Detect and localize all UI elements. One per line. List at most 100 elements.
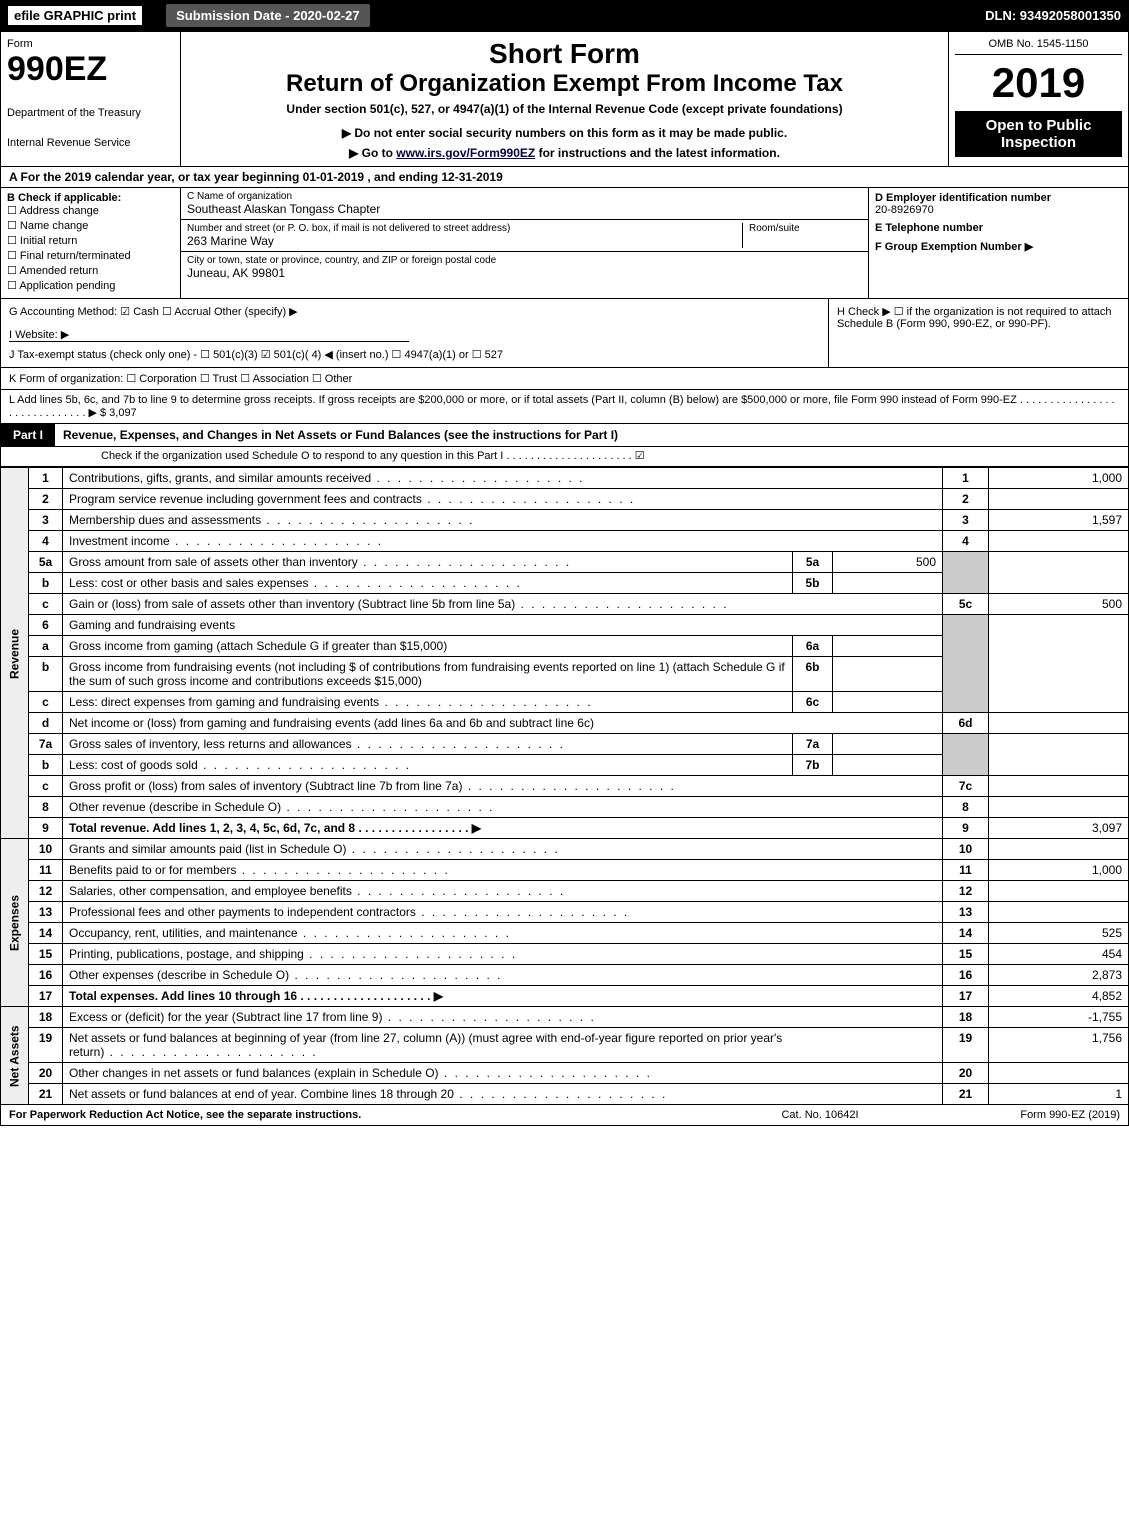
- line-7a-desc: Gross sales of inventory, less returns a…: [63, 734, 793, 755]
- chk-amended-return-label: Amended return: [19, 265, 98, 277]
- line-2-col: 2: [943, 489, 989, 510]
- grey-amt-5: [989, 552, 1129, 594]
- line-3-col: 3: [943, 510, 989, 531]
- goto-pre: ▶ Go to: [349, 146, 396, 160]
- line-1-col: 1: [943, 468, 989, 489]
- line-6a-sub: 6a: [793, 636, 833, 657]
- line-9-col: 9: [943, 818, 989, 839]
- line-9-amt: 3,097: [989, 818, 1129, 839]
- line-16-num: 16: [29, 965, 63, 986]
- chk-name-change[interactable]: ☐ Name change: [7, 219, 174, 232]
- line-13-num: 13: [29, 902, 63, 923]
- line-13-amt: [989, 902, 1129, 923]
- line-8-amt: [989, 797, 1129, 818]
- line-7b-sub: 7b: [793, 755, 833, 776]
- line-21-col: 21: [943, 1084, 989, 1105]
- line-5a-desc: Gross amount from sale of assets other t…: [63, 552, 793, 573]
- line-6b-desc: Gross income from fundraising events (no…: [63, 657, 793, 692]
- tel-label: E Telephone number: [875, 222, 1122, 234]
- line-5b-desc: Less: cost or other basis and sales expe…: [63, 573, 793, 594]
- street-field: Number and street (or P. O. box, if mail…: [181, 220, 868, 252]
- row-a-tax-year: A For the 2019 calendar year, or tax yea…: [0, 167, 1129, 188]
- header-right: OMB No. 1545-1150 2019 Open to Public In…: [948, 32, 1128, 166]
- org-name: Southeast Alaskan Tongass Chapter: [187, 202, 862, 216]
- line-10-num: 10: [29, 839, 63, 860]
- line-12-desc: Salaries, other compensation, and employ…: [63, 881, 943, 902]
- line-15-num: 15: [29, 944, 63, 965]
- line-4-amt: [989, 531, 1129, 552]
- line-1-num: 1: [29, 468, 63, 489]
- chk-application-pending[interactable]: ☐ Application pending: [7, 279, 174, 292]
- group-exemption-label: F Group Exemption Number ▶: [875, 240, 1122, 253]
- chk-address-change-label: Address change: [19, 205, 99, 217]
- chk-application-pending-label: Application pending: [19, 280, 115, 292]
- line-15-amt: 454: [989, 944, 1129, 965]
- line-15-desc: Printing, publications, postage, and shi…: [63, 944, 943, 965]
- ein-value: 20-8926970: [875, 204, 1122, 216]
- chk-initial-return[interactable]: ☐ Initial return: [7, 234, 174, 247]
- line-1-amt: 1,000: [989, 468, 1129, 489]
- line-5c-col: 5c: [943, 594, 989, 615]
- line-6b-sub: 6b: [793, 657, 833, 692]
- line-16-amt: 2,873: [989, 965, 1129, 986]
- line-4-num: 4: [29, 531, 63, 552]
- line-5a-sub: 5a: [793, 552, 833, 573]
- line-19-col: 19: [943, 1028, 989, 1063]
- part1-tab: Part I: [1, 424, 55, 446]
- irs-label: Internal Revenue Service: [7, 137, 174, 149]
- chk-address-change[interactable]: ☐ Address change: [7, 204, 174, 217]
- form-header: Form 990EZ Department of the Treasury In…: [0, 31, 1129, 167]
- grey-box-7: [943, 734, 989, 776]
- irs-link[interactable]: www.irs.gov/Form990EZ: [396, 146, 535, 160]
- j-tax-exempt: J Tax-exempt status (check only one) - ☐…: [9, 348, 820, 361]
- line-6b-num: b: [29, 657, 63, 692]
- line-12-num: 12: [29, 881, 63, 902]
- line-3-desc: Membership dues and assessments: [63, 510, 943, 531]
- line-5c-num: c: [29, 594, 63, 615]
- part1-subtitle: Check if the organization used Schedule …: [0, 447, 1129, 467]
- line-4-col: 4: [943, 531, 989, 552]
- line-6d-num: d: [29, 713, 63, 734]
- line-18-col: 18: [943, 1007, 989, 1028]
- part1-title: Revenue, Expenses, and Changes in Net As…: [55, 424, 1128, 446]
- section-expenses: Expenses: [1, 839, 29, 1007]
- header-left: Form 990EZ Department of the Treasury In…: [1, 32, 181, 166]
- goto-line: ▶ Go to www.irs.gov/Form990EZ for instru…: [191, 146, 938, 160]
- g-accounting: G Accounting Method: ☑ Cash ☐ Accrual Ot…: [9, 305, 820, 318]
- line-8-num: 8: [29, 797, 63, 818]
- efile-print-button[interactable]: efile GRAPHIC print: [8, 6, 142, 25]
- info-block: B Check if applicable: ☐ Address change …: [0, 188, 1129, 299]
- line-16-desc: Other expenses (describe in Schedule O): [63, 965, 943, 986]
- line-20-amt: [989, 1063, 1129, 1084]
- line-17-amt: 4,852: [989, 986, 1129, 1007]
- dln-label: DLN: 93492058001350: [985, 8, 1121, 23]
- chk-amended-return[interactable]: ☐ Amended return: [7, 264, 174, 277]
- row-k: K Form of organization: ☐ Corporation ☐ …: [0, 368, 1129, 390]
- tax-year: 2019: [955, 59, 1122, 107]
- line-6c-sub: 6c: [793, 692, 833, 713]
- line-6-desc: Gaming and fundraising events: [63, 615, 943, 636]
- line-14-num: 14: [29, 923, 63, 944]
- line-7c-col: 7c: [943, 776, 989, 797]
- line-11-amt: 1,000: [989, 860, 1129, 881]
- line-17-col: 17: [943, 986, 989, 1007]
- form-number: 990EZ: [7, 50, 174, 89]
- line-3-num: 3: [29, 510, 63, 531]
- line-7a-amt: [833, 734, 943, 755]
- line-17-desc: Total expenses. Add lines 10 through 16 …: [63, 986, 943, 1007]
- section-revenue: Revenue: [1, 468, 29, 839]
- return-title: Return of Organization Exempt From Incom…: [191, 70, 938, 98]
- line-6c-num: c: [29, 692, 63, 713]
- line-12-amt: [989, 881, 1129, 902]
- line-10-amt: [989, 839, 1129, 860]
- col-b-title: B Check if applicable:: [7, 192, 174, 204]
- line-5b-amt: [833, 573, 943, 594]
- line-7b-desc: Less: cost of goods sold: [63, 755, 793, 776]
- line-5a-amt: 500: [833, 552, 943, 573]
- grey-amt-6: [989, 615, 1129, 713]
- chk-final-return[interactable]: ☐ Final return/terminated: [7, 249, 174, 262]
- line-7c-desc: Gross profit or (loss) from sales of inv…: [63, 776, 943, 797]
- line-20-num: 20: [29, 1063, 63, 1084]
- line-10-col: 10: [943, 839, 989, 860]
- line-18-desc: Excess or (deficit) for the year (Subtra…: [63, 1007, 943, 1028]
